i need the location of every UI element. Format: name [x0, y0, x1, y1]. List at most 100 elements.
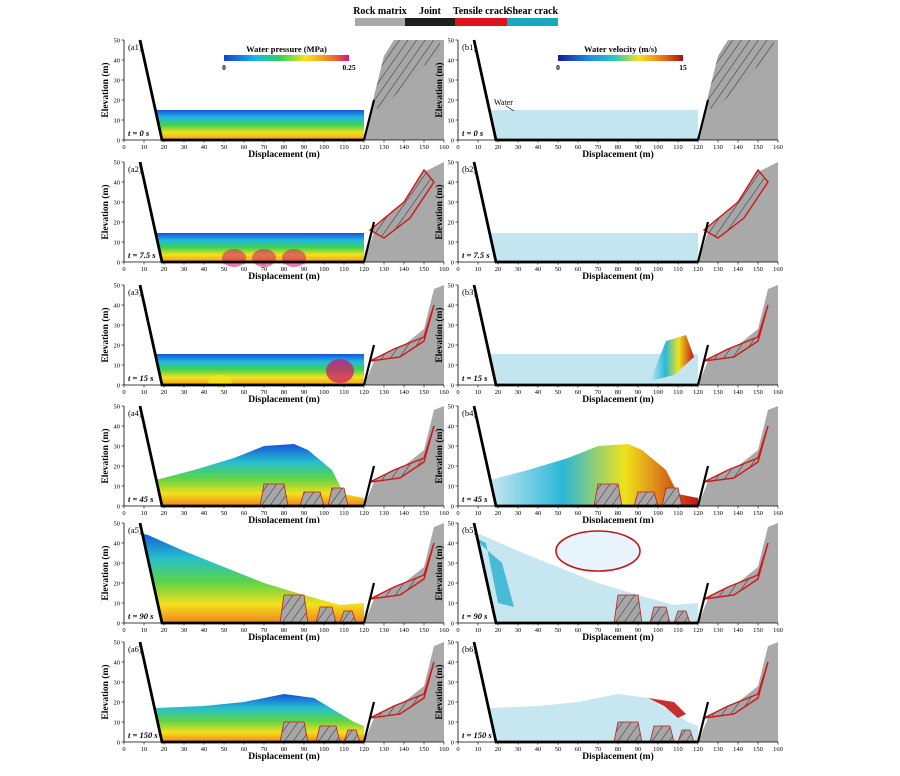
- rock-slope: [698, 642, 778, 742]
- x-tick-label: 90: [301, 627, 308, 634]
- x-tick-label: 30: [515, 389, 522, 396]
- x-tick-label: 140: [733, 746, 743, 753]
- x-tick-label: 110: [339, 510, 349, 517]
- x-tick-label: 130: [713, 266, 723, 273]
- x-tick-label: 80: [281, 144, 288, 151]
- sliding-block: [327, 487, 349, 507]
- x-tick-label: 130: [379, 144, 389, 151]
- fractured-zone: [702, 168, 769, 239]
- water-wave: [466, 531, 698, 623]
- x-tick-label: 100: [653, 627, 663, 634]
- y-tick-label: 30: [114, 443, 121, 450]
- left-bank: [458, 40, 496, 140]
- x-tick-label: 150: [753, 266, 763, 273]
- panel-time: t = 7.5 s: [462, 250, 490, 260]
- y-tick-label: 20: [448, 342, 455, 349]
- x-tick-label: 120: [359, 144, 369, 151]
- x-tick-label: 90: [635, 266, 642, 273]
- y-tick-label: 20: [448, 580, 455, 587]
- legend-swatch-4: [507, 18, 558, 26]
- water-body: [484, 233, 698, 262]
- panel-b2: 0 10 20 30 40 50 60 70 80 90 100 110 120 130 140 150 160…: [434, 159, 783, 282]
- panel-b5: 0 10 20 30 40 50 60 70 80 90 100 110 120 130 140 150 160…: [434, 520, 783, 643]
- panel-a4: 0 10 20 30 40 50 60 70 80 90 100 110 120 130 140 150 160…: [100, 403, 449, 526]
- x-tick-label: 40: [201, 144, 208, 151]
- wave-crest: [648, 698, 686, 718]
- x-tick-label: 30: [515, 144, 522, 151]
- x-tick-label: 50: [555, 510, 562, 517]
- sliding-block: [661, 487, 683, 507]
- x-tick-label: 70: [261, 389, 268, 396]
- x-tick-label: 10: [475, 144, 482, 151]
- legend-label-2: Joint: [419, 6, 441, 17]
- colorbar-max: 15: [679, 63, 687, 72]
- x-tick-label: 160: [773, 389, 783, 396]
- x-tick-label: 110: [673, 746, 683, 753]
- x-tick-label: 130: [379, 266, 389, 273]
- y-tick-label: 50: [448, 159, 455, 166]
- y-tick-label: 20: [448, 97, 455, 104]
- panel-id: (b2): [462, 164, 476, 174]
- y-tick-label: 10: [114, 117, 121, 124]
- y-axis-label: Elevation (m): [100, 664, 111, 719]
- y-tick-label: 20: [114, 463, 121, 470]
- x-axis-label: Displacement (m): [582, 751, 654, 762]
- x-tick-label: 100: [319, 266, 329, 273]
- y-tick-label: 10: [114, 362, 121, 369]
- y-tick-label: 0: [117, 382, 120, 389]
- x-tick-label: 140: [399, 266, 409, 273]
- panel-time: t = 90 s: [128, 611, 154, 621]
- fractured-zone: [369, 661, 435, 719]
- y-tick-label: 10: [114, 719, 121, 726]
- panel-time: t = 45 s: [128, 494, 154, 504]
- x-axis-label: Displacement (m): [248, 149, 320, 160]
- y-tick-label: 20: [448, 219, 455, 226]
- x-tick-label: 0: [456, 627, 459, 634]
- x-tick-label: 40: [535, 510, 542, 517]
- panel-time: t = 45 s: [462, 494, 488, 504]
- panel-id: (a5): [128, 525, 142, 535]
- x-tick-label: 120: [693, 266, 703, 273]
- y-tick-label: 40: [114, 540, 121, 547]
- panels: 0 10 20 30 40 50 60 70 80 90 100 110 120 130 140 150 160…: [100, 37, 783, 762]
- water-body: [150, 233, 364, 262]
- x-tick-label: 40: [201, 389, 208, 396]
- x-tick-label: 0: [122, 266, 125, 273]
- x-tick-label: 70: [595, 389, 602, 396]
- y-tick-label: 30: [448, 560, 455, 567]
- x-tick-label: 60: [575, 266, 582, 273]
- y-tick-label: 30: [448, 679, 455, 686]
- x-tick-label: 40: [535, 266, 542, 273]
- x-tick-label: 0: [122, 627, 125, 634]
- y-tick-label: 10: [448, 239, 455, 246]
- water-wave: [132, 531, 364, 623]
- y-tick-label: 50: [114, 639, 121, 646]
- x-tick-label: 160: [439, 627, 449, 634]
- y-tick-label: 50: [114, 403, 121, 410]
- panel-id: (b5): [462, 525, 476, 535]
- water-wave: [490, 444, 698, 506]
- x-tick-label: 160: [773, 144, 783, 151]
- x-tick-label: 0: [456, 389, 459, 396]
- panel-a6: 0 10 20 30 40 50 60 70 80 90 100 110 120 130 140 150 160…: [100, 639, 449, 762]
- x-tick-label: 150: [419, 746, 429, 753]
- sliding-block: [299, 491, 325, 507]
- y-tick-label: 40: [114, 659, 121, 666]
- x-tick-label: 20: [495, 266, 502, 273]
- x-axis-label: Displacement (m): [582, 271, 654, 282]
- panel-id: (a6): [128, 644, 142, 654]
- left-bank: [124, 40, 162, 140]
- x-tick-label: 100: [653, 389, 663, 396]
- x-axis-label: Displacement (m): [248, 394, 320, 405]
- x-tick-label: 150: [419, 266, 429, 273]
- sliding-block: [315, 606, 337, 624]
- x-tick-label: 100: [319, 746, 329, 753]
- x-tick-label: 160: [439, 144, 449, 151]
- y-tick-label: 50: [114, 282, 121, 289]
- x-tick-label: 30: [181, 627, 188, 634]
- x-tick-label: 60: [241, 627, 248, 634]
- y-tick-label: 20: [114, 580, 121, 587]
- x-tick-label: 120: [693, 746, 703, 753]
- x-tick-label: 110: [673, 144, 683, 151]
